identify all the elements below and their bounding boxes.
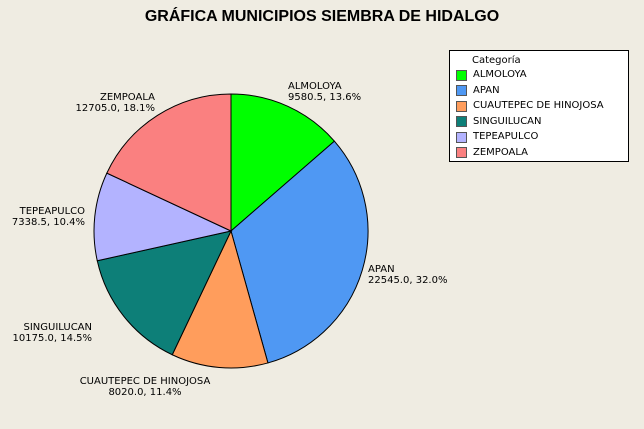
legend-label: ZEMPOALA [473,146,529,158]
legend-swatch [456,100,467,112]
legend-item: APAN [456,84,500,98]
legend-item: SINGUILUCAN [456,115,542,129]
legend-swatch [456,116,467,127]
slice-label-name: APAN [368,264,395,275]
legend-swatch [456,147,467,158]
slice-label-name: ZEMPOALA [100,92,155,103]
slice-label-name: SINGUILUCAN [24,322,93,333]
legend: Categoría ALMOLOYA APAN CUAUTEPEC DE HINOJ… [449,50,629,162]
legend-label: SINGUILUCAN [473,115,542,127]
legend-label: ALMOLOYA [473,69,527,80]
slice-label-value: 12705.0, 18.1% [76,103,155,114]
pie-slice-almoloya [230,93,336,233]
slice-label-value: 7338.5, 10.4% [12,217,85,228]
pie-slice-tepeapulco [93,172,233,262]
chart-title: GRÁFICA MUNICIPIOS SIEMBRA DE HIDALGO [144,8,500,25]
legend-item: TEPEAPULCO [456,130,538,144]
slice-label-name: TEPEAPULCO [19,206,86,217]
legend-label: CUAUTEPEC DE HINOJOSA [473,100,604,111]
legend-item: ZEMPOALA [456,146,528,160]
slice-label-name: CUAUTEPEC DE HINOJOSA [80,376,211,387]
legend-item: ALMOLOYA [456,68,527,82]
legend-swatch [456,85,467,96]
legend-label: TEPEAPULCO [473,131,539,142]
legend-item: CUAUTEPEC DE HINOJOSA [456,99,604,113]
slice-label-value: 8020.0, 11.4% [108,387,181,398]
legend-label: APAN [473,84,500,96]
legend-swatch [456,131,467,143]
pie-slice-zempoala [106,93,232,232]
slice-label-value: 22545.0, 32.0% [368,275,447,286]
slice-label-value: 9580.5, 13.6% [288,92,361,103]
slice-label-name: ALMOLOYA [288,81,342,92]
pie-slice-cuautepec-de-hinojosa [171,229,269,369]
slice-label-value: 10175.0, 14.5% [13,333,92,344]
pie-slice-apan [230,140,369,364]
pie-slice-singuilucan [96,230,232,356]
legend-swatch [456,69,467,81]
legend-title: Categoría [472,55,521,66]
